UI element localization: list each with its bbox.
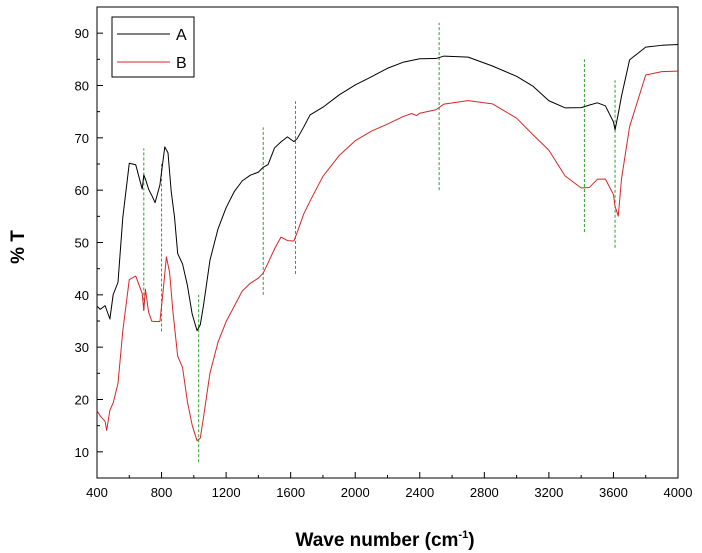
x-axis-ticks: 400 800 1200 1600 2000 2400 2800 3200 3600 4000: [86, 472, 692, 500]
x-tick-label-400: 400: [86, 485, 108, 500]
plot-frame: [96, 6, 679, 479]
x-tick-label-2400: 2400: [405, 485, 434, 500]
y-tick-label-90: 90: [75, 26, 89, 41]
series-line-a: [96, 44, 679, 332]
x-tick-label-2800: 2800: [470, 485, 499, 500]
y-tick-label-20: 20: [75, 393, 89, 408]
legend: A B: [111, 16, 195, 78]
x-tick-label-1200: 1200: [212, 485, 241, 500]
legend-label-a: A: [176, 27, 187, 44]
y-tick-label-50: 50: [75, 236, 89, 251]
x-axis-title-main: Wave number (cm: [295, 530, 458, 551]
series-lines: [96, 44, 679, 442]
y-tick-label-80: 80: [75, 79, 89, 94]
y-axis-title: % T: [8, 230, 29, 264]
legend-box: [111, 16, 195, 78]
x-tick-label-4000: 4000: [664, 485, 693, 500]
y-axis-ticks: 10 20 30 40 50 60 70 80 90: [75, 6, 103, 460]
x-tick-label-1600: 1600: [276, 485, 305, 500]
legend-label-b: B: [176, 55, 187, 72]
x-axis-title-sup: -1: [458, 529, 468, 541]
x-tick-label-800: 800: [151, 485, 173, 500]
y-tick-label-10: 10: [75, 445, 89, 460]
y-tick-label-40: 40: [75, 288, 89, 303]
x-axis-title-close: ): [468, 530, 474, 551]
y-tick-label-60: 60: [75, 183, 89, 198]
x-tick-label-3600: 3600: [599, 485, 628, 500]
x-tick-label-2000: 2000: [341, 485, 370, 500]
y-tick-label-30: 30: [75, 340, 89, 355]
y-tick-label-70: 70: [75, 131, 89, 146]
x-tick-label-3200: 3200: [534, 485, 563, 500]
series-line-b: [96, 70, 679, 442]
x-axis-title: Wave number (cm-1): [295, 529, 474, 551]
